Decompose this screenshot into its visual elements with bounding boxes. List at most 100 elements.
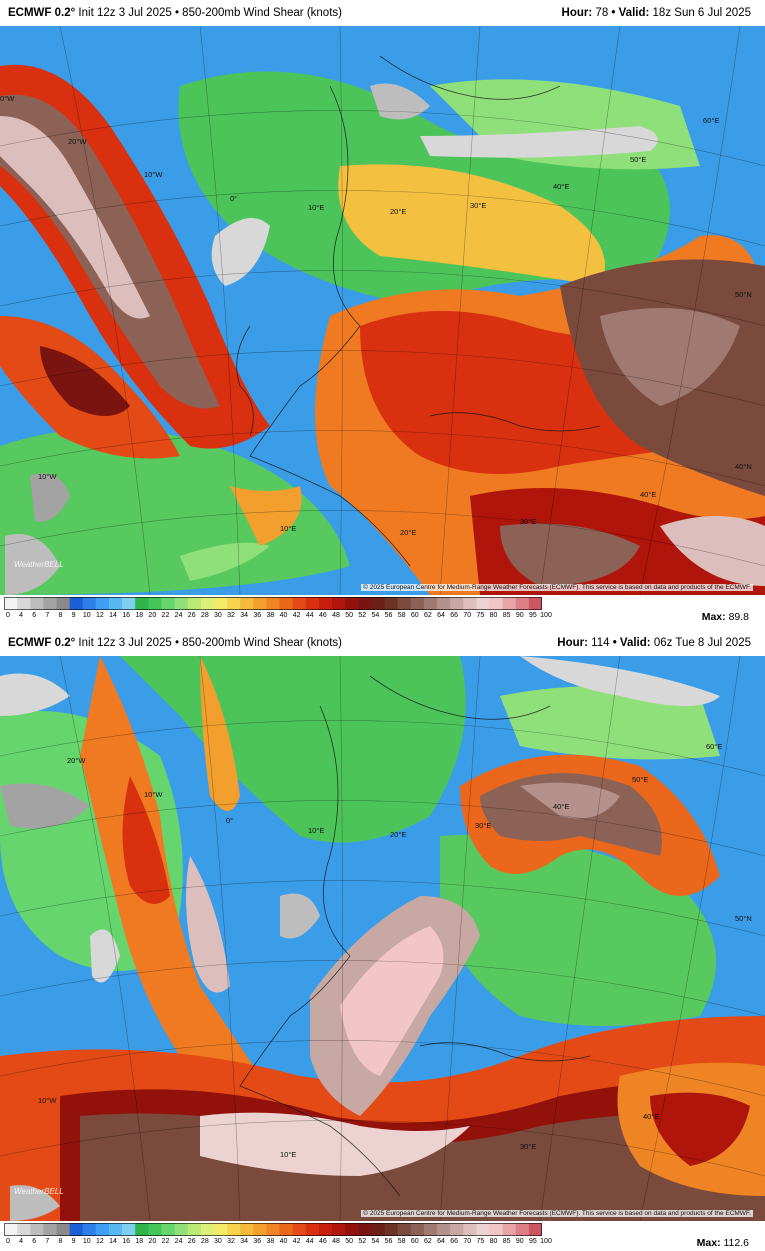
grid-label: 10°E xyxy=(280,524,297,533)
color-scale-swatch xyxy=(161,1223,176,1236)
color-scale-swatch xyxy=(410,1223,425,1236)
color-scale-swatch xyxy=(305,597,320,610)
color-scale-tick: 40 xyxy=(279,1238,288,1245)
panel-header: ECMWF 0.2° Init 12z 3 Jul 2025 • 850-200… xyxy=(0,0,765,26)
grid-label: 40°E xyxy=(553,802,570,811)
color-scale-tick: 75 xyxy=(476,1238,485,1245)
color-scale-swatch xyxy=(240,1223,254,1236)
color-scale-tick: 95 xyxy=(528,1238,537,1245)
color-scale-swatch xyxy=(122,1223,136,1236)
color-scale-swatch xyxy=(227,1223,241,1236)
color-scale-tick: 80 xyxy=(489,612,498,619)
color-scale-tick: 48 xyxy=(332,612,340,619)
color-scale-swatch xyxy=(437,597,451,610)
color-scale-swatch xyxy=(108,1223,123,1236)
color-scale-swatch xyxy=(345,597,359,610)
color-scale-swatch xyxy=(253,597,267,610)
color-scale-swatch xyxy=(213,597,228,610)
color-scale-swatch xyxy=(371,597,386,610)
grid-label: 10°W xyxy=(38,1096,57,1105)
hour-label: Hour: xyxy=(561,7,593,19)
color-scale-swatch xyxy=(305,1223,320,1236)
color-scale-tick: 16 xyxy=(122,612,130,619)
color-scale-border xyxy=(4,597,542,610)
color-scale-swatch xyxy=(148,597,162,610)
color-scale-tick: 6 xyxy=(32,1238,37,1245)
color-scale-tick: 16 xyxy=(122,1238,130,1245)
color-scale-tick: 56 xyxy=(384,612,393,619)
color-scale-tick: 54 xyxy=(371,612,380,619)
color-scale-tick: 34 xyxy=(240,612,249,619)
color-scale xyxy=(4,1223,542,1236)
color-scale-tick: 24 xyxy=(174,612,183,619)
color-scale-tick: 4 xyxy=(19,1238,24,1245)
grid-label: 0°W xyxy=(0,94,15,103)
grid-label: 30°E xyxy=(470,201,487,210)
color-scale-swatch xyxy=(279,597,294,610)
color-scale-bar xyxy=(4,1223,542,1236)
grid-label: 60°E xyxy=(706,742,723,751)
color-scale-tick: 70 xyxy=(463,612,472,619)
color-scale-swatch xyxy=(56,597,71,610)
color-scale-swatch xyxy=(397,1223,412,1236)
color-scale-swatch xyxy=(43,1223,57,1236)
hour-value: 114 xyxy=(591,637,610,649)
color-scale-tick: 10 xyxy=(82,612,91,619)
color-scale-swatch xyxy=(384,597,399,610)
color-scale-swatch xyxy=(4,1223,18,1236)
color-scale-swatch xyxy=(30,597,44,610)
grid-label: 30°E xyxy=(520,517,537,526)
color-scale-swatch xyxy=(489,597,504,610)
shear-field xyxy=(0,656,765,1221)
color-scale-tick: 9 xyxy=(71,1238,76,1245)
color-scale-swatch xyxy=(332,1223,346,1236)
data-credit: © 2025 European Centre for Medium-Range … xyxy=(361,1210,753,1217)
color-scale-tick: 50 xyxy=(345,612,354,619)
grid-label: 10°E xyxy=(308,826,325,835)
color-scale-tick: 20 xyxy=(148,612,157,619)
color-scale-tick: 26 xyxy=(187,612,196,619)
color-scale-swatch xyxy=(200,1223,215,1236)
map-panel-hour-114: ECMWF 0.2° Init 12z 3 Jul 2025 • 850-200… xyxy=(0,630,765,1251)
grid-label: 10°E xyxy=(280,1150,297,1159)
color-scale-swatch xyxy=(318,597,333,610)
color-scale-tick: 6 xyxy=(32,612,37,619)
model-name: ECMWF 0.2° xyxy=(8,7,76,19)
color-scale-swatch xyxy=(502,597,517,610)
color-scale-swatch xyxy=(148,1223,162,1236)
color-scale-swatch xyxy=(528,1223,542,1236)
color-scale-swatch xyxy=(528,597,542,610)
max-label: Max: xyxy=(696,1237,721,1249)
data-credit: © 2025 European Centre for Medium-Range … xyxy=(361,584,753,591)
color-scale-tick: 62 xyxy=(423,612,432,619)
color-scale-tick: 34 xyxy=(240,1238,249,1245)
color-scale-tick: 46 xyxy=(319,1238,327,1245)
wind-shear-map xyxy=(0,656,765,1221)
grid-label: 40°E xyxy=(640,490,657,499)
run-info: Init 12z 3 Jul 2025 • 850-200mb Wind She… xyxy=(78,7,342,19)
color-scale-swatch xyxy=(213,1223,228,1236)
color-scale-tick: 95 xyxy=(528,612,537,619)
color-scale-swatch xyxy=(476,597,491,610)
color-scale-tick: 85 xyxy=(502,612,511,619)
color-scale-tick: 80 xyxy=(489,1238,498,1245)
color-scale-tick: 30 xyxy=(214,612,222,619)
map-panel-hour-78: ECMWF 0.2° Init 12z 3 Jul 2025 • 850-200… xyxy=(0,0,765,625)
color-scale-swatch xyxy=(358,597,372,610)
color-scale-tick: 66 xyxy=(450,612,459,619)
max-number: 112.6 xyxy=(723,1237,750,1249)
color-scale-swatch xyxy=(279,1223,294,1236)
color-scale-tick: 14 xyxy=(109,1238,117,1245)
color-scale-tick: 64 xyxy=(437,612,445,619)
color-scale-tick: 48 xyxy=(332,1238,340,1245)
color-scale-swatch xyxy=(266,597,281,610)
color-scale-tick: 42 xyxy=(292,1238,301,1245)
color-scale-swatch xyxy=(56,1223,71,1236)
grid-label: 10°W xyxy=(144,790,163,799)
color-scale-tick: 36 xyxy=(253,612,262,619)
color-scale-swatch xyxy=(397,597,412,610)
color-scale-tick: 75 xyxy=(476,612,485,619)
color-scale-swatch xyxy=(200,597,215,610)
color-scale-swatch xyxy=(82,1223,97,1236)
max-value: Max: 112.6 xyxy=(697,1237,749,1249)
